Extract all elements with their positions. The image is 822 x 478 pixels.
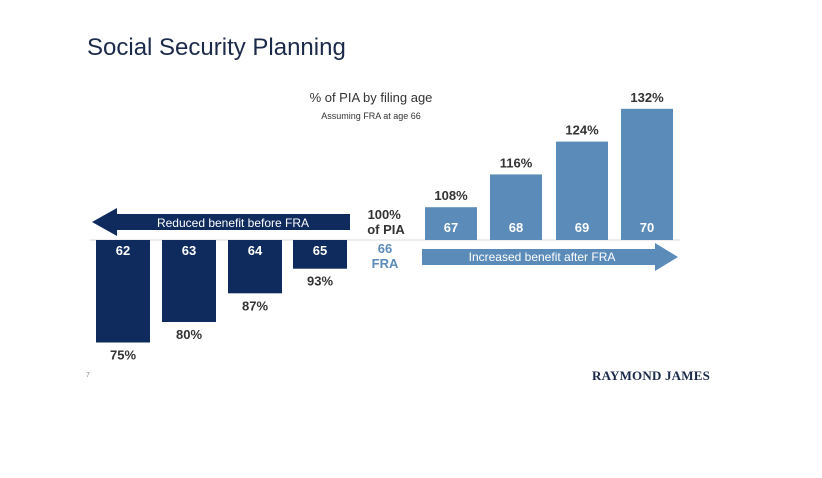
value-label-70: 132% xyxy=(630,90,664,105)
bar-age-63 xyxy=(162,240,216,322)
bar-age-65 xyxy=(293,240,347,269)
value-label-62: 75% xyxy=(110,348,136,363)
slide-title: Social Security Planning xyxy=(87,34,346,61)
reduced-arrow-label: Reduced benefit before FRA xyxy=(157,216,309,230)
age-label-68: 68 xyxy=(509,220,523,235)
reduced-benefit-arrow: Reduced benefit before FRA xyxy=(92,208,350,236)
raymond-james-logo: RAYMOND JAMES xyxy=(592,368,711,383)
fra-label: FRA xyxy=(372,256,399,271)
bar-age-64 xyxy=(228,240,282,294)
value-label-65: 93% xyxy=(307,274,333,289)
increased-benefit-arrow: Increased benefit after FRA xyxy=(422,243,678,271)
bar-age-69 xyxy=(556,141,608,240)
bar-age-70 xyxy=(621,108,673,240)
value-label-68: 116% xyxy=(500,155,533,170)
value-label-69: 124% xyxy=(565,123,599,138)
reduced-arrow-shape xyxy=(92,208,350,236)
age-label-69: 69 xyxy=(575,220,589,235)
page-number: 7 xyxy=(86,372,90,379)
baseline-label: 100% of PIA xyxy=(367,207,405,237)
bar-age-68 xyxy=(490,174,542,240)
bar-age-62 xyxy=(96,240,150,343)
age-label-64: 64 xyxy=(248,243,263,258)
chart-title: % of PIA by filing age xyxy=(310,90,433,105)
age-label-67: 67 xyxy=(444,220,458,235)
age-label-70: 70 xyxy=(640,220,654,235)
value-label-67: 108% xyxy=(434,188,468,203)
age-label-63: 63 xyxy=(182,243,196,258)
age-label-65: 65 xyxy=(313,243,327,258)
increased-arrow-shape xyxy=(422,243,678,271)
chart-subtitle: Assuming FRA at age 66 xyxy=(321,111,421,121)
value-label-64: 87% xyxy=(242,298,268,313)
fra-age-label: 66 xyxy=(378,241,392,256)
increased-arrow-label: Increased benefit after FRA xyxy=(469,250,616,264)
age-label-62: 62 xyxy=(116,243,130,258)
value-label-63: 80% xyxy=(176,327,202,342)
bars-group: 62 75% 63 80% 64 87% 65 93% 67 108% 68 116% 69 124% 70… xyxy=(96,90,673,363)
bar-age-67 xyxy=(425,207,477,240)
